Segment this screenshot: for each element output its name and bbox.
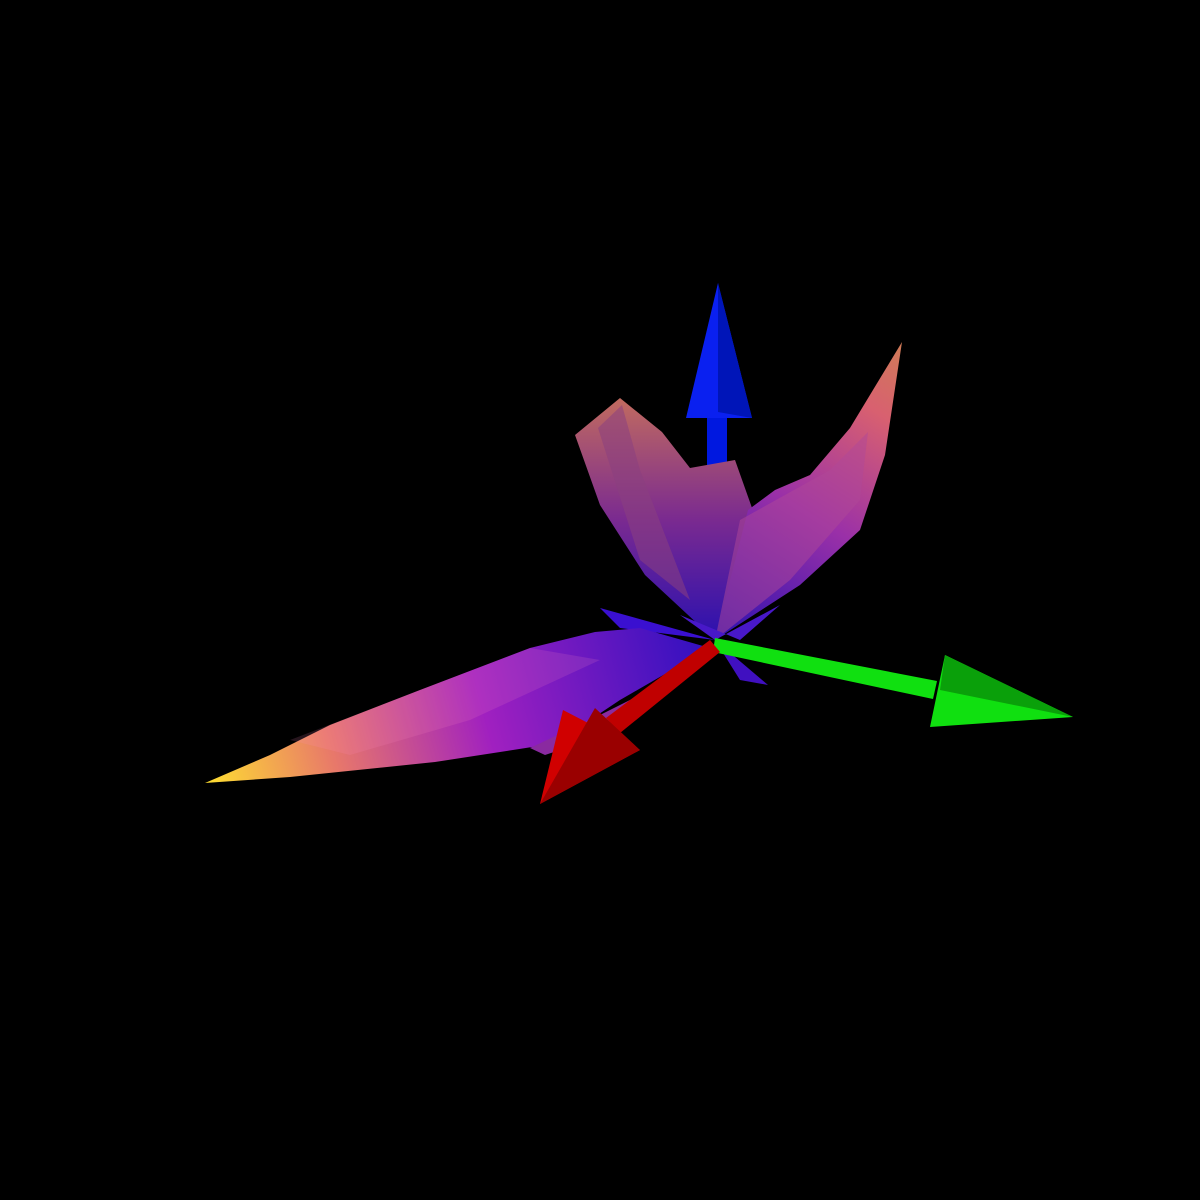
- y-axis-head-shade: [940, 655, 1073, 717]
- main-lobe: [205, 628, 710, 783]
- lobe-facet: [290, 648, 600, 755]
- x-axis-shaft: [606, 640, 720, 733]
- lobe-facet: [598, 405, 690, 600]
- side-lobe: [600, 608, 715, 640]
- z-axis-head-shade: [718, 283, 752, 418]
- lobe-facet: [715, 432, 868, 640]
- y-axis-shaft: [713, 638, 937, 699]
- x-axis-head-shade: [540, 708, 640, 804]
- side-lobe: [680, 605, 780, 640]
